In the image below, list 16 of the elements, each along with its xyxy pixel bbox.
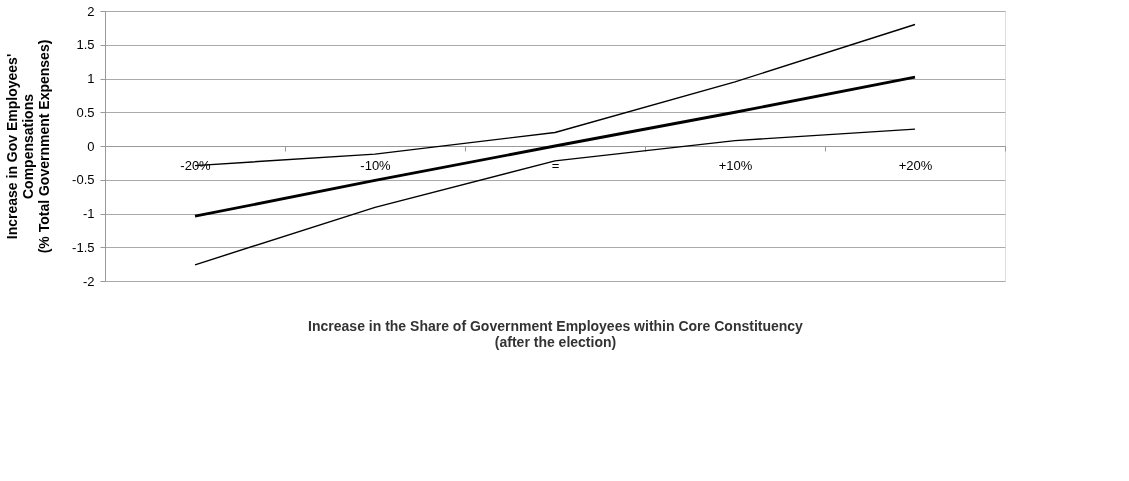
y-tick-label: -2	[82, 273, 95, 289]
y-tick-label: 0.5	[76, 104, 95, 120]
y-tick-label: 1.5	[76, 37, 95, 53]
y-axis-title: Increase in Gov Employees' Compensations (% Total Government Expenses)	[4, 39, 53, 254]
x-tick-label: -10%	[360, 157, 392, 173]
x-axis-title: Increase in the Share of Government Employees within Core Constituency (after the election)	[308, 317, 804, 350]
y-tick-label: -1.5	[72, 239, 95, 255]
y-tick-label: -0.5	[72, 172, 95, 188]
x-tick-label: -20%	[180, 157, 212, 173]
y-tick-label: 0	[87, 138, 95, 154]
x-tick-label: +10%	[718, 157, 753, 173]
x-tick-label: =	[551, 157, 560, 173]
x-tick-label: +20%	[898, 157, 933, 173]
y-tick-label: 1	[87, 71, 95, 86]
y-tick-label: -1	[82, 206, 95, 221]
y-tick-label: 2	[87, 3, 95, 19]
